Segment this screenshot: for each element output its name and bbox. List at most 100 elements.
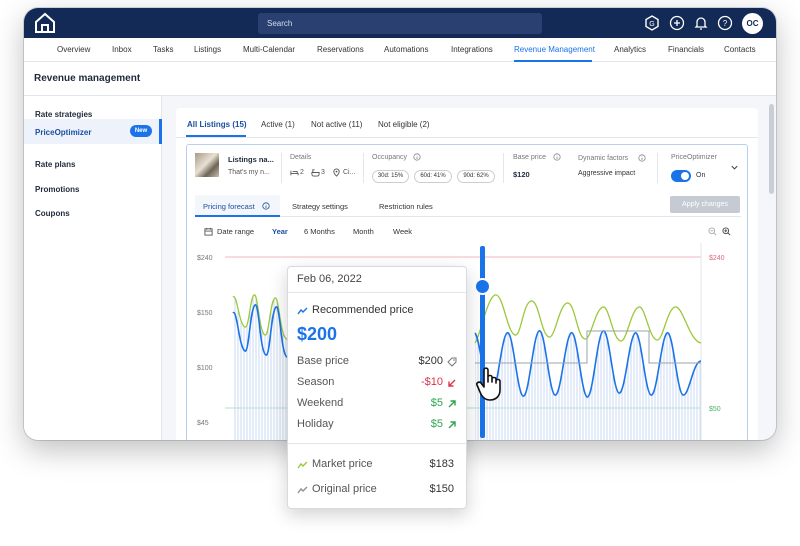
nav-contacts[interactable]: Contacts	[724, 45, 756, 54]
range-6-months[interactable]: 6 Months	[304, 227, 335, 236]
divider	[657, 153, 658, 183]
details-label: Details	[290, 154, 312, 161]
date-scrubber-line[interactable]	[480, 246, 485, 438]
avatar[interactable]: OC	[742, 13, 763, 34]
divider	[503, 153, 504, 183]
nav-listings[interactable]: Listings	[194, 45, 222, 54]
trend-line-icon	[297, 307, 308, 315]
recommended-price-line-right	[474, 330, 702, 398]
nav-tasks[interactable]: Tasks	[153, 45, 174, 54]
nav-revenue-management[interactable]: Revenue Management	[514, 45, 595, 54]
tab-not-eligible[interactable]: Not eligible (2)	[378, 120, 430, 129]
nav-analytics[interactable]: Analytics	[614, 45, 647, 54]
sidebar: Rate strategies PriceOptimizer New Rate …	[24, 96, 162, 440]
sidebar-active-indicator	[159, 119, 162, 144]
chevron-down-icon[interactable]	[730, 163, 739, 172]
help-icon[interactable]: ?	[717, 15, 733, 31]
hand-cursor-icon	[476, 367, 501, 401]
baths-count: 3	[321, 169, 325, 176]
y-tick-45: $45	[197, 420, 209, 427]
nav-inbox[interactable]: Inbox	[112, 45, 132, 54]
tab-active[interactable]: Active (1)	[261, 120, 295, 129]
info-icon[interactable]	[413, 153, 421, 161]
base-price-row: Base price $200	[297, 355, 457, 371]
nav-integrations[interactable]: Integrations	[451, 45, 493, 54]
sidebar-item-coupons[interactable]: Coupons	[35, 209, 70, 218]
scrollbar[interactable]	[769, 104, 774, 194]
forecast-subtabs: Pricing forecast Strategy settings Restr…	[195, 195, 741, 217]
forecast-area	[233, 294, 295, 440]
range-year[interactable]: Year	[272, 227, 288, 236]
range-date-range[interactable]: Date range	[217, 227, 255, 236]
sidebar-item-rate-plans[interactable]: Rate plans	[35, 160, 76, 169]
row-value: -$10	[420, 376, 443, 388]
nav-automations[interactable]: Automations	[384, 45, 429, 54]
subtab-active-bg	[195, 195, 280, 217]
nav-financials[interactable]: Financials	[668, 45, 705, 54]
zoom-in-icon[interactable]	[722, 227, 731, 236]
base-price-label: Base price	[513, 154, 547, 161]
occupancy-label: Occupancy	[372, 154, 408, 161]
guesty-icon[interactable]: G	[644, 15, 660, 31]
city: Ci...	[343, 169, 356, 176]
apply-changes-button[interactable]: Apply changes	[670, 196, 740, 213]
bedrooms-count: 2	[300, 169, 304, 176]
top-bar: Search G ? OC	[24, 8, 776, 38]
range-month[interactable]: Month	[353, 227, 374, 236]
tab-not-active[interactable]: Not active (11)	[311, 120, 363, 129]
y-tick-240: $240	[197, 255, 213, 262]
row-value: $5	[430, 418, 443, 430]
market-price-label: Market price	[312, 458, 373, 470]
nav-active-indicator	[514, 60, 592, 62]
zoom-out-icon[interactable]	[708, 227, 717, 236]
season-row: Season -$10	[297, 376, 457, 392]
row-value: $200	[418, 355, 443, 367]
new-badge: New	[130, 125, 152, 137]
tab-pricing-forecast[interactable]: Pricing forecast	[203, 202, 255, 211]
y-tick-100: $100	[197, 365, 213, 372]
add-icon[interactable]	[669, 15, 685, 31]
sidebar-item-promotions[interactable]: Promotions	[35, 185, 80, 194]
tab-restriction-rules[interactable]: Restriction rules	[379, 202, 433, 211]
divider	[281, 153, 282, 183]
home-logo-icon[interactable]	[34, 12, 56, 34]
search-input[interactable]: Search	[258, 13, 542, 34]
tooltip-divider	[288, 443, 466, 444]
row-label: Season	[297, 376, 335, 388]
info-icon[interactable]	[262, 202, 270, 210]
sidebar-item-priceoptimizer[interactable]: PriceOptimizer	[35, 128, 92, 137]
sidebar-item-rate-strategies[interactable]: Rate strategies	[35, 110, 93, 119]
listing-card: Listings na... That's my n... Details 2 …	[186, 144, 748, 440]
calendar-icon[interactable]	[204, 227, 213, 236]
nav-overview[interactable]: Overview	[57, 45, 91, 54]
priceoptimizer-toggle[interactable]	[671, 170, 691, 182]
range-week[interactable]: Week	[393, 227, 413, 236]
divider	[363, 153, 364, 183]
info-icon[interactable]	[638, 154, 646, 162]
listing-name[interactable]: Listings na...	[228, 155, 274, 164]
arrow-down-left-icon	[448, 379, 456, 387]
row-label: Holiday	[297, 418, 334, 430]
row-label: Weekend	[297, 397, 344, 409]
original-trend-icon	[297, 486, 308, 494]
nav-reservations[interactable]: Reservations	[317, 45, 364, 54]
page-header: Revenue management	[24, 62, 776, 96]
info-icon[interactable]	[553, 153, 561, 161]
row-label: Base price	[297, 355, 349, 367]
page-title: Revenue management	[34, 73, 141, 84]
main-content: All Listings (15) Active (1) Not active …	[176, 108, 758, 440]
bell-icon[interactable]	[693, 15, 709, 31]
recommended-price-value: $200	[297, 324, 338, 344]
occupancy-90d: 90d: 62%	[457, 170, 495, 183]
pricing-forecast-chart[interactable]: $240 $150 $100 $45 $240 $50	[195, 243, 741, 440]
tooltip-date: Feb 06, 2022	[288, 267, 466, 293]
nav-multi-calendar[interactable]: Multi-Calendar	[243, 45, 296, 54]
date-scrubber-handle[interactable]	[474, 278, 491, 295]
tab-all-listings[interactable]: All Listings (15)	[187, 120, 247, 129]
main-nav: Overview Inbox Tasks Listings Multi-Cale…	[24, 38, 776, 62]
location-pin-icon	[333, 168, 340, 177]
market-price-value: $183	[429, 458, 454, 470]
tab-strategy-settings[interactable]: Strategy settings	[292, 202, 348, 211]
min-limit-label: $50	[709, 406, 721, 413]
bath-icon	[311, 169, 320, 177]
